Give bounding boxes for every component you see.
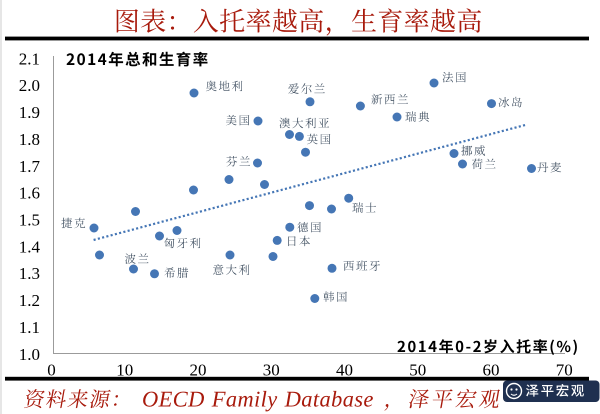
svg-text:1.9: 1.9 xyxy=(19,103,40,122)
svg-text:40: 40 xyxy=(336,361,353,380)
svg-text:50: 50 xyxy=(409,361,426,380)
svg-text:2.0: 2.0 xyxy=(19,76,40,95)
svg-text:10: 10 xyxy=(116,361,133,380)
svg-text:1.5: 1.5 xyxy=(19,211,40,230)
svg-text:1.0: 1.0 xyxy=(19,345,40,364)
svg-text:1.1: 1.1 xyxy=(19,318,40,337)
svg-text:30: 30 xyxy=(263,361,280,380)
svg-text:70: 70 xyxy=(556,361,573,380)
svg-text:2.1: 2.1 xyxy=(19,49,40,68)
svg-text:60: 60 xyxy=(483,361,500,380)
svg-text:1.7: 1.7 xyxy=(19,157,41,176)
svg-text:1.8: 1.8 xyxy=(19,130,40,149)
svg-text:1.4: 1.4 xyxy=(19,237,41,256)
svg-text:1.3: 1.3 xyxy=(19,264,40,283)
svg-text:1.2: 1.2 xyxy=(19,291,40,310)
svg-text:20: 20 xyxy=(190,361,207,380)
svg-text:1.6: 1.6 xyxy=(19,184,40,203)
svg-text:0: 0 xyxy=(47,361,56,380)
